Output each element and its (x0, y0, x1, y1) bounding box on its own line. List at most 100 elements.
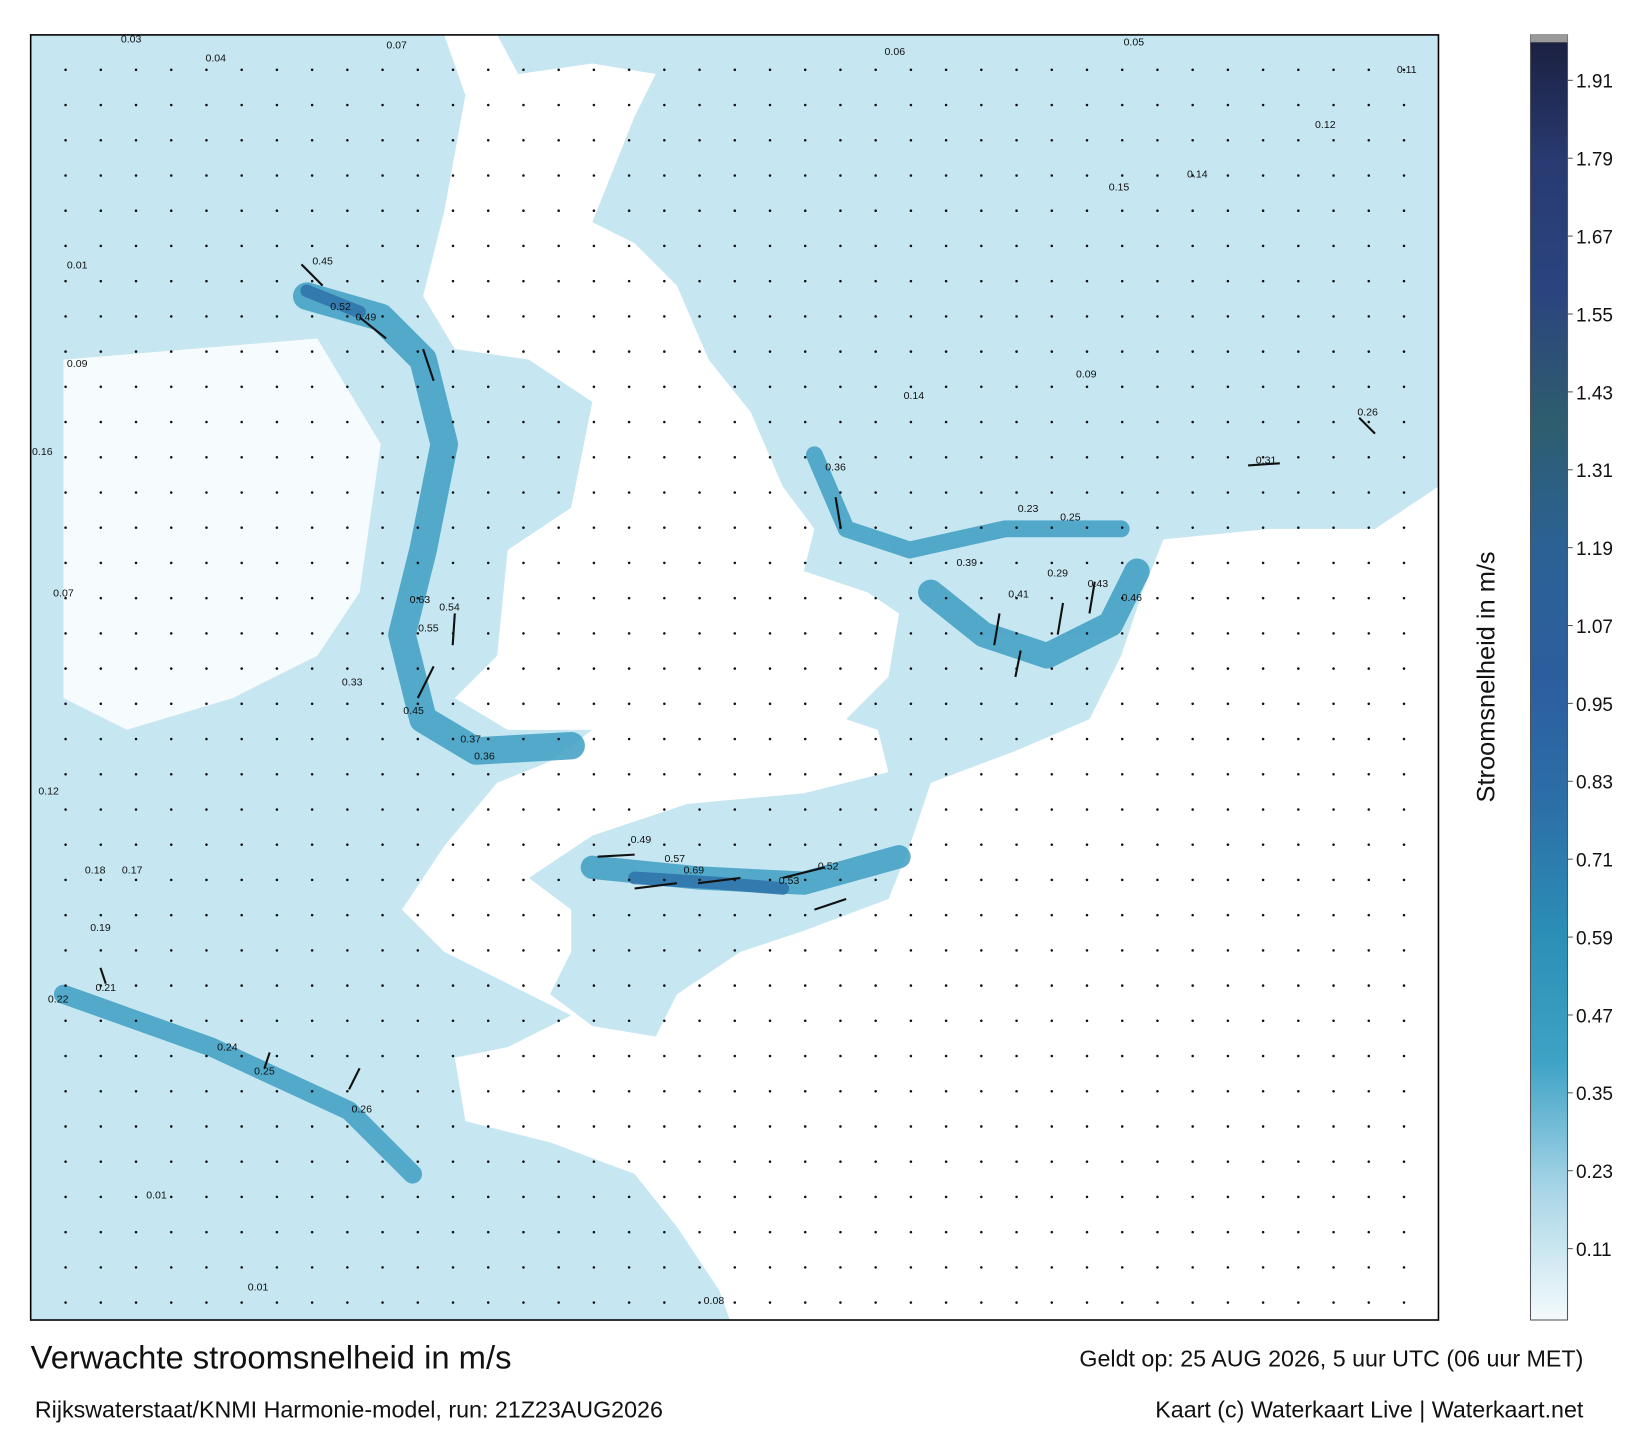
grid-dot (240, 1230, 243, 1234)
grid-dot (1085, 174, 1089, 177)
grid-dot (557, 984, 560, 987)
grid-dot (451, 949, 455, 952)
grid-dot (275, 138, 279, 142)
grid-dot (451, 667, 455, 670)
grid-dot (240, 244, 243, 248)
grid-dot (1015, 315, 1018, 318)
grid-dot (1015, 878, 1018, 882)
grid-dot (839, 772, 842, 776)
speed-label: 0.41 (1008, 589, 1029, 601)
grid-dot (1120, 1089, 1124, 1093)
grid-dot (416, 1301, 420, 1304)
grid-dot (275, 420, 279, 424)
grid-dot (839, 455, 842, 459)
grid-dot (627, 702, 631, 706)
grid-dot (1367, 279, 1371, 283)
grid-dot (1297, 1125, 1300, 1128)
grid-dot (1332, 1160, 1335, 1163)
grid-dot (1297, 279, 1300, 283)
grid-dot (134, 420, 138, 424)
grid-dot (310, 808, 314, 811)
grid-dot (1191, 772, 1194, 776)
speed-label: 0.14 (904, 390, 925, 402)
grid-dot (416, 526, 420, 529)
grid-dot (240, 385, 243, 389)
grid-dot (1402, 350, 1406, 353)
grid-dot (310, 279, 314, 283)
grid-dot (768, 491, 772, 494)
grid-dot (169, 1089, 173, 1093)
grid-dot (99, 174, 103, 177)
grid-dot (1120, 315, 1124, 318)
grid-dot (698, 561, 701, 565)
grid-dot (381, 878, 384, 882)
grid-dot (1226, 561, 1230, 565)
grid-dot (663, 1160, 666, 1163)
grid-dot (1085, 1054, 1089, 1058)
grid-dot (557, 350, 560, 353)
credit: Kaart (c) Waterkaart Live | Waterkaart.n… (1155, 1396, 1584, 1422)
grid-dot (909, 1089, 913, 1093)
grid-dot (310, 103, 314, 107)
grid-dot (1402, 174, 1406, 177)
grid-dot (839, 315, 842, 318)
grid-dot (768, 455, 772, 459)
grid-dot (768, 1089, 772, 1093)
grid-dot (944, 737, 948, 741)
grid-dot (1015, 1195, 1018, 1199)
grid-dot (1367, 772, 1371, 776)
grid-dot (1297, 1054, 1300, 1058)
grid-dot (768, 1054, 772, 1058)
grid-dot (1332, 385, 1335, 389)
grid-dot (381, 1019, 384, 1023)
grid-dot (1015, 737, 1018, 741)
grid-dot (980, 737, 983, 741)
grid-dot (1297, 843, 1300, 846)
grid-dot (134, 315, 138, 318)
grid-dot (627, 244, 631, 248)
grid-dot (451, 244, 455, 248)
grid-dot (64, 315, 67, 318)
grid-dot (627, 984, 631, 987)
grid-dot (169, 279, 173, 283)
grid-dot (944, 1089, 948, 1093)
grid-dot (416, 561, 420, 565)
grid-dot (874, 1301, 877, 1304)
grid-dot (1015, 526, 1018, 529)
current-arrow (358, 316, 387, 340)
grid-dot (1367, 138, 1371, 142)
grid-dot (1050, 1230, 1054, 1234)
grid-dot (99, 1266, 103, 1269)
grid-dot (205, 1301, 208, 1304)
colorbar-tick-label: 1.79 (1576, 150, 1613, 171)
grid-dot (240, 1089, 243, 1093)
grid-dot (205, 209, 208, 212)
grid-dot (451, 1266, 455, 1269)
grid-dot (1367, 1301, 1371, 1304)
grid-dot (1367, 420, 1371, 424)
grid-dot (909, 772, 913, 776)
grid-dot (663, 1019, 666, 1023)
grid-dot (768, 279, 772, 283)
grid-dot (627, 596, 631, 600)
grid-dot (1367, 737, 1371, 741)
grid-dot (205, 772, 208, 776)
grid-dot (944, 491, 948, 494)
grid-dot (909, 1019, 913, 1023)
grid-dot (592, 984, 596, 987)
grid-dot (451, 138, 455, 142)
grid-dot (522, 632, 525, 635)
grid-dot (1085, 702, 1089, 706)
current-arrow (1088, 581, 1096, 614)
grid-dot (1297, 385, 1300, 389)
grid-dot (1120, 737, 1124, 741)
grid-dot (909, 561, 913, 565)
grid-dot (310, 1230, 314, 1234)
grid-dot (803, 455, 807, 459)
grid-dot (1191, 1230, 1194, 1234)
grid-dot (486, 561, 490, 565)
grid-dot (768, 949, 772, 952)
grid-dot (1261, 138, 1265, 142)
grid-dot (839, 949, 842, 952)
grid-dot (451, 491, 455, 494)
